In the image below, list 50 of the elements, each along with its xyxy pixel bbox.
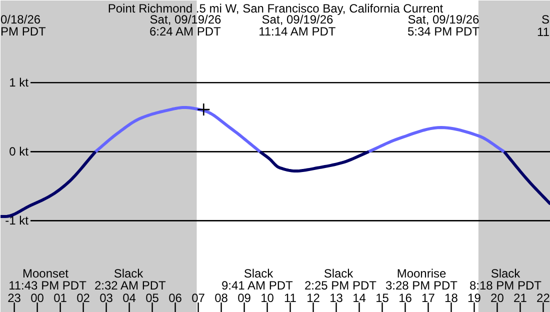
x-tick-label: 10 [260,291,274,305]
annotation: PM PDT [0,24,47,38]
annotation: Sat, 09/19/26 [408,12,480,26]
annotation: Sat, 09/19/26 [262,12,334,26]
annotation: 8:18 PM PDT [469,278,542,292]
annotation: Sat, 09/19/26 [150,12,222,26]
x-tick-label: 00 [30,291,44,305]
x-tick-label: 03 [100,291,114,305]
annotation: Slack [324,266,354,280]
annotation: 11 [537,25,550,39]
annotation: Slack [490,266,522,280]
annotation: 9:41 AM PDT [221,278,294,292]
x-tick-label: 05 [146,291,160,305]
annotation: 2:32 AM PDT [94,278,167,292]
x-tick-label: 07 [192,291,206,305]
annotation: Moonrise [396,266,447,280]
annotation: 3:28 PM PDT [385,278,458,292]
annotation: 11:43 PM PDT [8,278,88,292]
x-tick-label: 02 [76,291,90,305]
x-tick-label: 09 [238,291,252,305]
x-tick-label: 21 [514,291,528,305]
x-tick-label: 06 [168,291,182,305]
x-tick-label: 12 [306,291,320,305]
x-tick-label: 19 [468,291,482,305]
x-tick-label: 14 [352,291,366,305]
chart-title: Point Richmond .5 mi W, San Francisco Bay, California Current [108,2,444,16]
annotation: 11:14 AM PDT [258,24,336,38]
annotation: Moonset [22,266,70,280]
x-tick-label: 13 [330,291,344,305]
x-tick-label: 08 [214,291,228,305]
x-tick-label: 15 [376,291,390,305]
annotation: Slack [244,266,274,280]
x-tick-label: 16 [398,291,412,305]
annotation: 5:34 PM PDT [407,24,480,38]
y-tick-label: 1 kt [9,76,30,90]
y-tick-label: -1 kt [5,214,30,228]
x-tick-label: 04 [122,291,136,305]
annotation: 6:24 AM PDT [149,24,222,38]
x-tick-label: 22 [536,291,550,305]
annotation: Slack [114,266,144,280]
x-tick-label: 20 [490,291,504,305]
x-tick-label: 11 [284,291,297,305]
annotation: S [541,12,550,26]
x-tick-label: 01 [54,291,68,305]
annotation: 0/18/26 [0,12,41,26]
x-tick-label: 17 [422,291,436,305]
x-tick-label: 23 [8,291,22,305]
x-tick-label: 18 [444,291,458,305]
y-tick-label: 0 kt [9,144,30,159]
annotation: 2:25 PM PDT [304,278,378,292]
